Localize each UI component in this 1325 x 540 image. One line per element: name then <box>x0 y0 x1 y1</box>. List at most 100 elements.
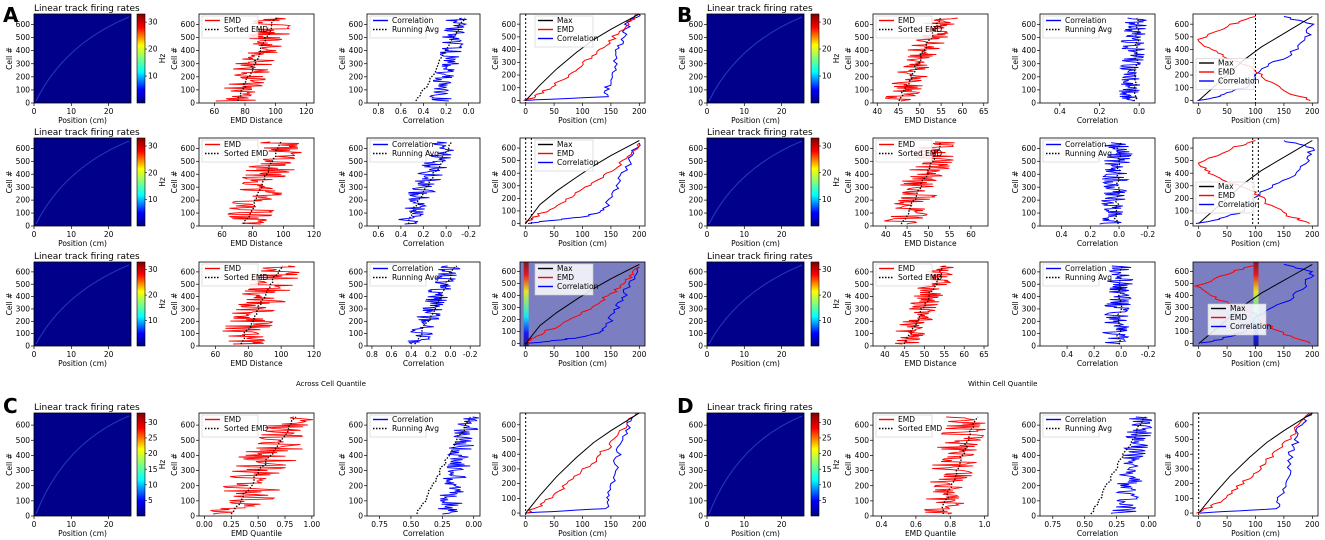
heatmap-d-ytick-label: 100 <box>689 496 704 505</box>
emd-c-ytick-label: 500 <box>181 436 196 445</box>
corr-b1-xtick-label: 0.2 <box>1094 107 1106 116</box>
pos-a1-emd-line <box>523 13 637 101</box>
pos-a2-legend-label: EMD <box>557 149 574 158</box>
emd-b2-ytick-label: 600 <box>855 144 870 153</box>
corr-d-xtick-label: 0.25 <box>1108 520 1125 529</box>
heatmap-b3-ylabel: Cell # <box>678 293 687 316</box>
pos-b1-ytick-label: 400 <box>1175 45 1190 54</box>
emd-b1-xtick-label: 50 <box>915 107 925 116</box>
corr-d-legend-label: Running Avg <box>1065 424 1112 433</box>
heatmap-a1-ytick-label: 500 <box>16 33 31 42</box>
emd-d-xlabel: EMD Quantile <box>905 529 956 538</box>
emd-a3-ytick-label: 200 <box>181 317 196 326</box>
corr-a3-legend-box <box>369 263 427 287</box>
pos-b2-ytick-label: 300 <box>1175 181 1190 190</box>
emd-b3-xtick-label: 40 <box>880 350 890 359</box>
pos-b1-legend-label: Max <box>1218 59 1234 68</box>
pos-b2-corr-line <box>1195 140 1316 224</box>
heatmap-a1-colorbar-label: 20 <box>148 45 158 54</box>
heatmap-b3-frame <box>706 261 805 347</box>
corr-d-xtick-label: 0.50 <box>1076 520 1093 529</box>
emd-d-frame <box>872 412 989 517</box>
heatmap-b2-xtick-label: 10 <box>740 230 750 239</box>
emd-d-ytick-label: 500 <box>855 436 870 445</box>
corr-b3-ytick-label: 300 <box>1022 305 1037 314</box>
heatmap-a1-ytick-label: 400 <box>16 46 31 55</box>
emd-a1-xlabel: EMD Distance <box>230 116 283 125</box>
pos-a2-xtick-label: 0 <box>523 230 528 239</box>
corr-d-ytick-label: 200 <box>1022 481 1037 490</box>
corr-a2-ytick-label: 500 <box>349 157 364 166</box>
emd-b1-ytick-label: 0 <box>864 99 869 108</box>
corr-b3-legend-label: Running Avg <box>1065 273 1112 282</box>
corr-d-ytick-label: 400 <box>1022 451 1037 460</box>
heatmap-a3-xtick-label: 0 <box>32 350 37 359</box>
pos-a2-xtick-label: 50 <box>549 230 559 239</box>
emd-b3-legend-box <box>875 263 933 287</box>
pos-b3-ylabel: Cell # <box>1164 293 1173 316</box>
heatmap-c-colorbar <box>136 412 146 517</box>
emd-a3-sorted <box>240 265 284 345</box>
corr-a2-sorted <box>407 141 453 225</box>
pos-d-ytick-label: 600 <box>1175 420 1190 429</box>
corr-b3-xtick-label: -0.2 <box>1141 350 1156 359</box>
corr-b3-ytick-label: 600 <box>1022 267 1037 276</box>
heatmap-a2-xtick-label: 20 <box>104 230 114 239</box>
heatmap-b2-ylabel: Cell # <box>678 171 687 194</box>
corr-c-xtick-label: 0.50 <box>403 520 420 529</box>
corr-b1-ytick-label: 400 <box>1022 46 1037 55</box>
emd-b1-ytick-label: 600 <box>855 20 870 29</box>
heatmap-a3-title: Linear track firing rates <box>34 252 140 262</box>
pos-b2-xtick-label: 0 <box>1196 230 1201 239</box>
corr-c-legend-label: Correlation <box>392 415 434 424</box>
emd-b3-ytick-label: 200 <box>855 317 870 326</box>
pos-b3-legend-label: Correlation <box>1230 322 1272 331</box>
pos-c-corr-line <box>524 412 640 514</box>
heatmap-b3-colorbar <box>810 261 820 347</box>
corr-a1-series <box>429 17 468 102</box>
heatmap-b3-xtick-label: 10 <box>740 350 750 359</box>
panel-label-a: A <box>3 3 19 27</box>
pos-a1-ytick-label: 200 <box>502 71 517 80</box>
corr-a2-legend-box <box>369 139 427 163</box>
emd-d-xtick-label: 0.6 <box>910 520 922 529</box>
pos-b2-ytick-label: 600 <box>1175 144 1190 153</box>
heatmap-b3-colorbar-unit: Hz <box>832 299 841 309</box>
emd-a3-legend-box <box>201 263 259 287</box>
heatmap-a2-colorbar <box>136 137 146 227</box>
corr-a3-ytick-label: 200 <box>349 317 364 326</box>
pos-c-ytick-label: 400 <box>502 450 517 459</box>
corr-a2-ytick-label: 200 <box>349 196 364 205</box>
pos-c-xtick-label: 200 <box>632 520 647 529</box>
pos-a2-ytick-label: 300 <box>502 181 517 190</box>
heatmap-b2-frame <box>706 137 805 227</box>
pos-c-max-line <box>525 412 640 514</box>
emd-b1-ytick-label: 100 <box>855 86 870 95</box>
pos-b1-xtick-label: 0 <box>1196 107 1201 116</box>
emd-a2-ytick-label: 0 <box>190 222 195 231</box>
corr-a1-legend-box <box>369 15 427 39</box>
pos-a3-xtick-label: 200 <box>632 350 647 359</box>
corr-b2-ytick-label: 500 <box>1022 157 1037 166</box>
pos-b2-ytick-label: 400 <box>1175 169 1190 178</box>
emd-b2-sorted <box>900 141 942 225</box>
emd-b2-xlabel: EMD Distance <box>904 239 957 248</box>
corr-b1-ytick-label: 200 <box>1022 72 1037 81</box>
heatmap-b3-ytick-label: 600 <box>689 267 704 276</box>
heatmap-a3-ytick-label: 600 <box>16 267 31 276</box>
emd-a1-xtick-label: 100 <box>269 107 284 116</box>
corr-b1-ylabel: Cell # <box>1011 47 1020 70</box>
corr-b3-sorted <box>1115 265 1123 345</box>
corr-d-ytick-label: 100 <box>1022 496 1037 505</box>
pos-b1-xlabel: Position (cm) <box>1231 116 1280 125</box>
pos-d-ytick-label: 300 <box>1175 465 1190 474</box>
plot-grid: Linear track firing rates 0 10 20 Position (… <box>5 4 1320 538</box>
corr-c-ytick-label: 200 <box>349 481 364 490</box>
heatmap-b3-colorbar-label: 10 <box>822 316 832 325</box>
heatmap-a2-xtick-label: 0 <box>32 230 37 239</box>
corr-b1-ytick-label: 600 <box>1022 20 1037 29</box>
pos-a3-ytick-label: 400 <box>502 291 517 300</box>
